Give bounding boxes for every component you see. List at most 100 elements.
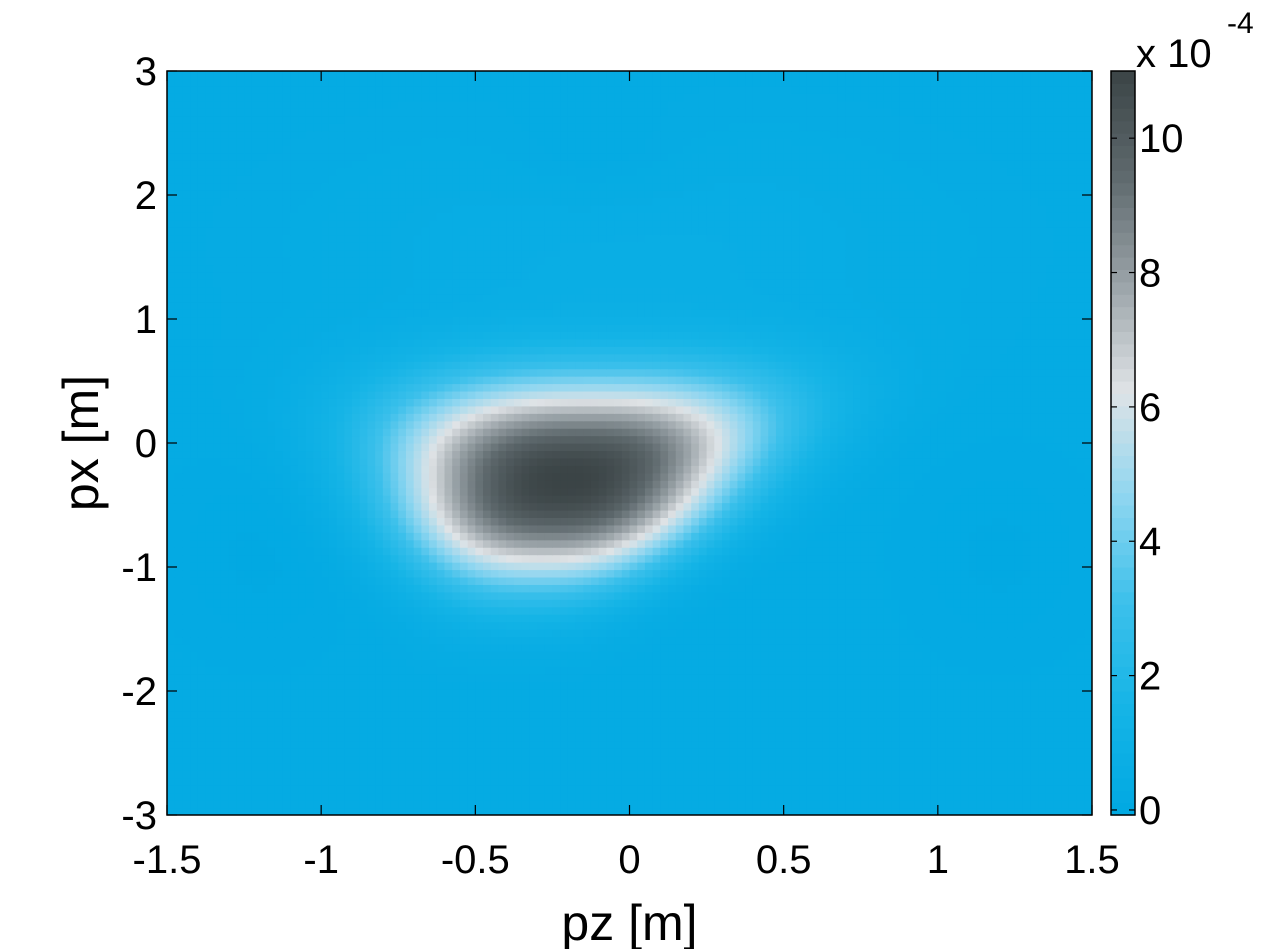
heatmap-cell xyxy=(213,807,222,815)
heatmap-cell xyxy=(775,792,785,801)
heatmap-cell xyxy=(567,554,577,563)
heatmap-cell xyxy=(182,562,191,571)
heatmap-cell xyxy=(321,785,330,794)
heatmap-cell xyxy=(637,643,646,652)
heatmap-cell xyxy=(267,524,276,533)
heatmap-cell xyxy=(390,562,399,571)
heatmap-cell xyxy=(267,539,276,548)
heatmap-cell xyxy=(167,614,176,623)
heatmap-cell xyxy=(621,666,631,675)
heatmap-cell xyxy=(783,539,792,548)
heatmap-cell xyxy=(475,695,484,704)
heatmap-cell xyxy=(290,718,299,727)
heatmap-cell xyxy=(991,703,1001,712)
heatmap-cell xyxy=(899,762,908,771)
heatmap-cell xyxy=(1014,681,1024,690)
heatmap-cell xyxy=(675,755,685,764)
heatmap-cell xyxy=(845,576,854,585)
heatmap-cell xyxy=(837,725,846,734)
heatmap-cell xyxy=(999,651,1008,660)
heatmap-cell xyxy=(498,673,507,682)
heatmap-cell xyxy=(791,621,800,630)
heatmap-cell xyxy=(668,562,677,571)
heatmap-cell xyxy=(976,785,985,794)
heatmap-cell xyxy=(675,502,685,511)
heatmap-cell xyxy=(930,725,939,734)
heatmap-cell xyxy=(1038,710,1047,719)
heatmap-cell xyxy=(305,524,315,533)
heatmap-cell xyxy=(745,651,754,660)
heatmap-cell xyxy=(914,688,924,697)
heatmap-cell xyxy=(282,539,291,548)
heatmap-cell xyxy=(845,643,854,652)
heatmap-cell xyxy=(644,502,654,511)
heatmap-cell xyxy=(752,576,762,585)
heatmap-cell xyxy=(251,606,261,615)
heatmap-cell xyxy=(714,703,723,712)
heatmap-cell xyxy=(768,591,777,600)
heatmap-cell xyxy=(691,673,700,682)
heatmap-cell xyxy=(421,539,430,548)
heatmap-cell xyxy=(860,688,870,697)
heatmap-cell xyxy=(760,636,769,645)
heatmap-cell xyxy=(644,792,654,801)
heatmap-cell xyxy=(876,666,885,675)
heatmap-cell xyxy=(883,800,893,809)
heatmap-cell xyxy=(405,606,415,615)
heatmap-cell xyxy=(167,621,176,630)
heatmap-cell xyxy=(1014,710,1024,719)
heatmap-cell xyxy=(1084,755,1092,764)
heatmap-cell xyxy=(907,673,916,682)
heatmap-cell xyxy=(167,733,176,742)
heatmap-cell xyxy=(999,599,1008,608)
heatmap-cell xyxy=(1045,569,1055,578)
heatmap-cell xyxy=(945,629,954,638)
heatmap-cell xyxy=(860,532,870,541)
heatmap-cell xyxy=(228,584,237,593)
heatmap-cell xyxy=(174,636,184,645)
heatmap-cell xyxy=(267,666,276,675)
heatmap-cell xyxy=(745,621,754,630)
heatmap-cell xyxy=(290,554,299,563)
heatmap-cell xyxy=(475,621,484,630)
heatmap-cell xyxy=(282,785,291,794)
heatmap-cell xyxy=(868,740,877,749)
heatmap-cell xyxy=(197,695,207,704)
heatmap-cell xyxy=(467,643,476,652)
heatmap-cell xyxy=(328,740,338,749)
heatmap-cell xyxy=(606,517,615,526)
heatmap-cell xyxy=(614,762,623,771)
heatmap-cell xyxy=(660,725,669,734)
heatmap-cell xyxy=(259,606,268,615)
heatmap-cell xyxy=(483,554,492,563)
heatmap-cell xyxy=(691,740,700,749)
heatmap-cell xyxy=(930,629,939,638)
heatmap-cell xyxy=(1084,770,1092,779)
heatmap-cell xyxy=(498,733,507,742)
heatmap-cell xyxy=(467,792,476,801)
heatmap-cell xyxy=(621,651,631,660)
heatmap-cell xyxy=(621,740,631,749)
heatmap-cell xyxy=(498,710,507,719)
heatmap-cell xyxy=(220,524,230,533)
heatmap-cell xyxy=(436,777,446,786)
heatmap-cell xyxy=(290,703,299,712)
heatmap-cell xyxy=(529,718,538,727)
heatmap-cell xyxy=(637,807,646,815)
heatmap-cell xyxy=(860,792,870,801)
heatmap-cell xyxy=(837,643,846,652)
heatmap-cell xyxy=(475,807,484,815)
heatmap-cell xyxy=(328,569,338,578)
heatmap-cell xyxy=(1030,532,1039,541)
heatmap-cell xyxy=(521,673,530,682)
heatmap-cell xyxy=(891,762,900,771)
heatmap-cell xyxy=(922,770,931,779)
heatmap-cell xyxy=(791,524,800,533)
heatmap-cell xyxy=(829,807,839,815)
heatmap-cell xyxy=(182,688,191,697)
heatmap-cell xyxy=(691,643,700,652)
heatmap-cell xyxy=(737,606,746,615)
heatmap-cell xyxy=(583,502,592,511)
heatmap-cell xyxy=(799,740,808,749)
heatmap-cell xyxy=(814,651,823,660)
